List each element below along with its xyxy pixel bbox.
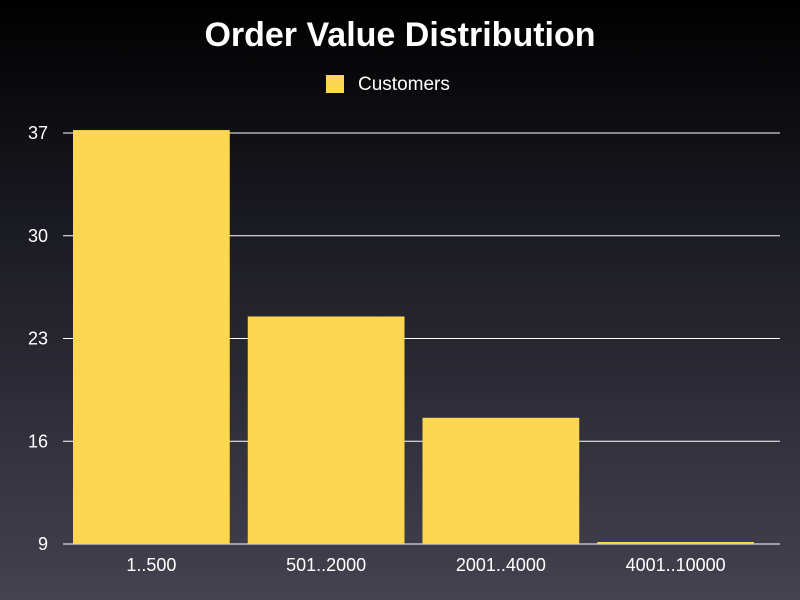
legend: Customers [326, 74, 450, 95]
x-tick-label: 2001..4000 [456, 555, 546, 575]
bar-2 [247, 316, 405, 544]
y-tick-label: 16 [28, 431, 48, 451]
bars [73, 130, 754, 545]
bar-1 [73, 130, 230, 545]
chart-title: Order Value Distribution [204, 16, 595, 54]
bar-3 [422, 417, 580, 544]
y-tick-label: 9 [38, 534, 48, 554]
y-tick-label: 23 [28, 329, 48, 349]
y-tick-label: 30 [28, 226, 48, 246]
legend-swatch-customers [326, 75, 344, 93]
x-tick-label: 1..500 [126, 555, 176, 575]
bar-4 [597, 542, 754, 544]
x-tick-label: 4001..10000 [626, 555, 726, 575]
x-axis-ticks: 1..500 501..2000 2001..4000 4001..10000 [126, 555, 725, 575]
legend-label-customers: Customers [358, 74, 450, 95]
y-axis-ticks: 9 16 23 30 37 [28, 123, 48, 554]
y-tick-label: 37 [28, 123, 48, 143]
x-tick-label: 501..2000 [286, 555, 366, 575]
